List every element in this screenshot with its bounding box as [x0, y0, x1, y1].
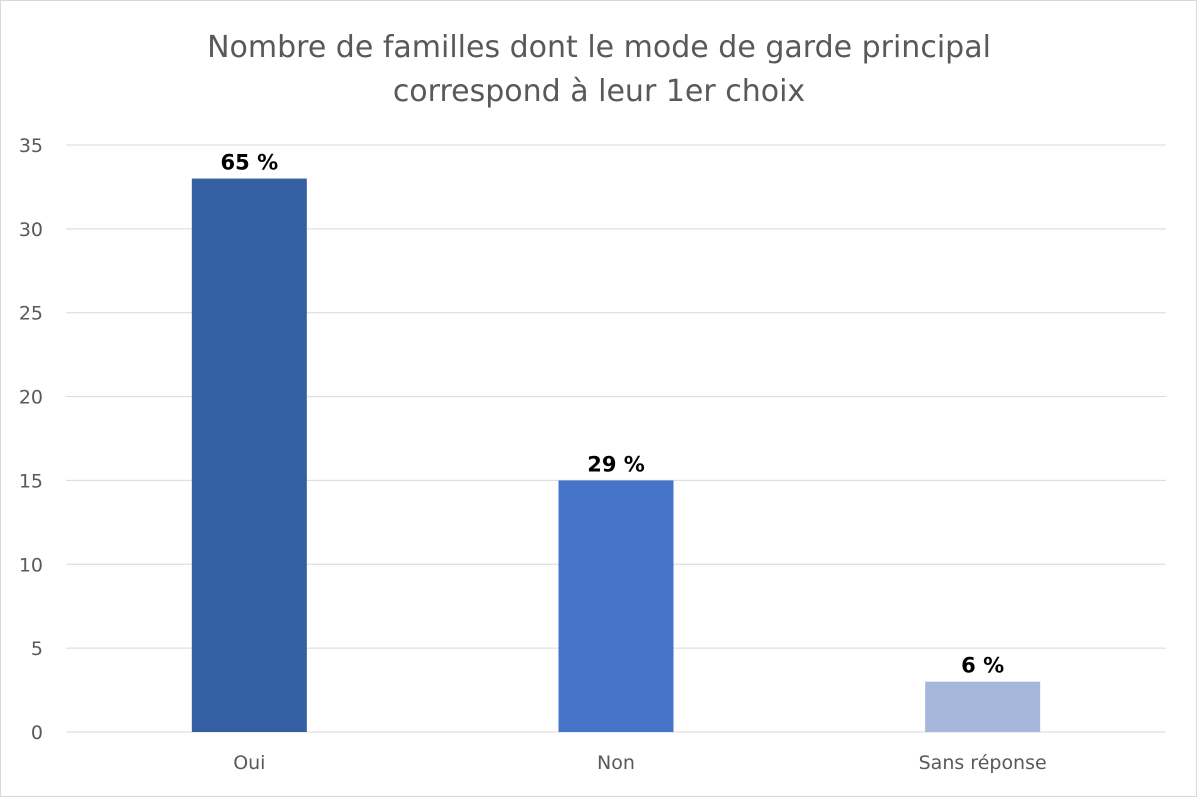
- data-labels: 65 % 29 % 6 %: [221, 151, 1005, 678]
- category-label-2: Sans réponse: [919, 752, 1047, 774]
- y-tick-label-30: 30: [19, 219, 43, 241]
- y-tick-label-5: 5: [31, 638, 43, 660]
- bar-1: [558, 480, 674, 732]
- bar-0: [191, 178, 307, 733]
- data-label-2: 6 %: [961, 654, 1004, 678]
- y-tick-label-35: 35: [19, 135, 43, 157]
- data-label-0: 65 %: [221, 151, 279, 175]
- chart-title: Nombre de familles dont le mode de garde…: [207, 30, 991, 109]
- data-label-1: 29 %: [587, 452, 645, 476]
- y-tick-label-20: 20: [19, 387, 43, 409]
- y-tick-label-25: 25: [19, 303, 43, 325]
- bars: [191, 178, 1041, 733]
- chart-title-line-2: correspond à leur 1er choix: [393, 74, 805, 109]
- category-label-0: Oui: [233, 752, 265, 774]
- y-tick-label-0: 0: [31, 722, 43, 744]
- category-label-1: Non: [597, 752, 635, 774]
- y-tick-label-15: 15: [19, 470, 43, 492]
- chart-title-line-1: Nombre de familles dont le mode de garde…: [207, 30, 991, 65]
- x-axis-category-labels: Oui Non Sans réponse: [233, 752, 1047, 774]
- bar-2: [925, 681, 1041, 732]
- y-axis-tick-labels: 0 5 10 15 20 25 30 35: [19, 135, 43, 744]
- y-tick-label-10: 10: [19, 554, 43, 576]
